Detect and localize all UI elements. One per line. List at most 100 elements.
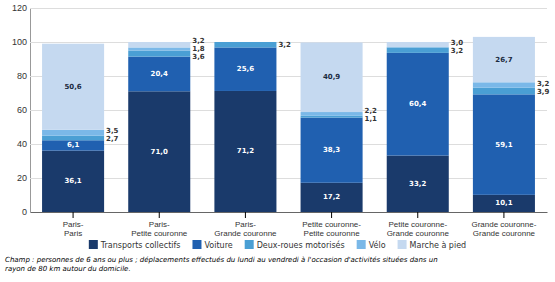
data-label: 3,2	[537, 80, 550, 88]
bar-segment	[214, 91, 276, 212]
x-tick-mark	[331, 212, 332, 218]
grid-line	[30, 110, 547, 111]
series-bars	[42, 42, 535, 140]
legend-item: Deux-roues motorisés	[245, 240, 345, 250]
bar-segment	[301, 118, 363, 183]
chart-svg: 020406080100120Paris-ParisParis-Petite c…	[0, 0, 555, 282]
bar-segment	[387, 42, 449, 47]
data-label: 3,6	[192, 53, 205, 61]
legend-label: Voiture	[204, 241, 232, 250]
legend-swatch	[398, 240, 407, 249]
legend-swatch	[245, 240, 254, 249]
data-label: 3,5	[106, 127, 119, 135]
data-label: 3,2	[192, 37, 205, 45]
data-label: 40,9	[323, 73, 340, 81]
bar-segment	[128, 42, 190, 47]
bar-segment	[473, 82, 535, 87]
bar-segment	[301, 183, 363, 212]
legend-item: Vélo	[357, 240, 386, 250]
x-tick: Grande couronne-Grande couronne	[471, 212, 536, 238]
data-label: 59,1	[495, 141, 512, 149]
series-bars	[42, 37, 535, 130]
bar-segment	[214, 42, 276, 47]
data-label: 60,4	[409, 100, 426, 108]
bar-segment	[473, 37, 535, 82]
data-label: 33,2	[409, 180, 426, 188]
bar-segment	[473, 88, 535, 95]
y-tick-label: 80	[17, 71, 27, 81]
legend-item: Voiture	[192, 240, 232, 250]
grid-line	[30, 76, 547, 77]
x-tick-mark	[417, 212, 418, 218]
data-label: 3,2	[451, 47, 464, 55]
x-tick-label: Paris-Petite couronne	[131, 220, 188, 238]
x-tick: Paris-Grande couronne	[214, 212, 277, 238]
legend-swatch	[192, 240, 201, 249]
bar-segment	[128, 47, 190, 50]
legend: Transports collectifs Voiture Deux-roues m…	[89, 240, 466, 250]
bar-segment	[387, 156, 449, 212]
x-tick-label: Paris-Grande couronne	[214, 220, 277, 238]
bars	[42, 37, 535, 212]
bar-segment	[214, 47, 276, 91]
data-label: 3,0	[451, 39, 464, 47]
y-tick-label: 120	[12, 3, 27, 13]
y-axis: 020406080100120	[12, 3, 547, 217]
bar-segment	[42, 130, 104, 136]
bar-segment	[128, 57, 190, 92]
footer-note: Champ : personnes de 6 ans ou plus ; dép…	[5, 256, 438, 273]
legend-item: Transports collectifs	[89, 240, 181, 250]
x-tick-mark	[73, 212, 74, 218]
data-label: 50,6	[64, 83, 81, 91]
data-label: 2,2	[365, 107, 378, 115]
x-tick: Petite couronne-Petite couronne	[302, 212, 361, 238]
x-tick-mark	[159, 212, 160, 218]
grid-line	[30, 212, 547, 213]
y-tick-label: 20	[17, 173, 27, 183]
bar-segment	[301, 112, 363, 116]
bar-segment	[128, 91, 190, 212]
data-label: 1,1	[365, 115, 378, 123]
data-label: 26,7	[495, 56, 512, 64]
data-label: 10,1	[495, 199, 512, 207]
data-label: 71,2	[237, 147, 254, 155]
bar-segment	[42, 140, 104, 150]
x-tick-label: Petite couronne-Petite couronne	[302, 220, 361, 238]
data-label: 20,4	[151, 70, 168, 78]
bar-segment	[473, 94, 535, 194]
data-label: 3,9	[537, 88, 550, 96]
data-label: 38,3	[323, 146, 340, 154]
data-label: 3,2	[278, 41, 291, 49]
legend-label: Transports collectifs	[100, 241, 181, 250]
bar-segment	[42, 136, 104, 141]
legend-label: Vélo	[369, 240, 386, 250]
grid-line	[30, 178, 547, 179]
data-label: 25,6	[237, 65, 254, 73]
data-label: 36,1	[64, 177, 81, 185]
grid-line	[30, 144, 547, 145]
legend-label: Marche à pied	[410, 241, 467, 250]
data-label: 2,7	[106, 135, 119, 143]
x-axis: Paris-ParisParis-Petite couronneParis-Gr…	[31, 212, 548, 238]
data-labels: 36,171,071,217,233,210,16,120,425,638,36…	[64, 37, 549, 207]
x-tick: Petite couronne-Grande couronne	[387, 212, 450, 238]
bar-segment	[473, 195, 535, 212]
bar-segment	[214, 42, 276, 43]
x-tick-mark	[503, 212, 504, 218]
y-tick-label: 60	[17, 105, 27, 115]
y-tick-label: 0	[22, 207, 27, 217]
x-tick-label: Petite couronne-Grande couronne	[387, 220, 450, 238]
bar-segment	[214, 42, 276, 43]
bar-segment	[301, 116, 363, 118]
data-label: 71,0	[151, 148, 168, 156]
bar-segment	[301, 43, 363, 113]
y-tick: 120	[12, 3, 547, 13]
data-label: 17,2	[323, 193, 340, 201]
plot-area: 020406080100120Paris-ParisParis-Petite c…	[12, 3, 549, 238]
bar-segment	[387, 47, 449, 52]
y-tick-label: 40	[17, 139, 27, 149]
data-label: 1,8	[192, 45, 205, 53]
series-bars	[42, 91, 535, 212]
bar-segment	[42, 151, 104, 212]
bar-segment	[128, 51, 190, 57]
